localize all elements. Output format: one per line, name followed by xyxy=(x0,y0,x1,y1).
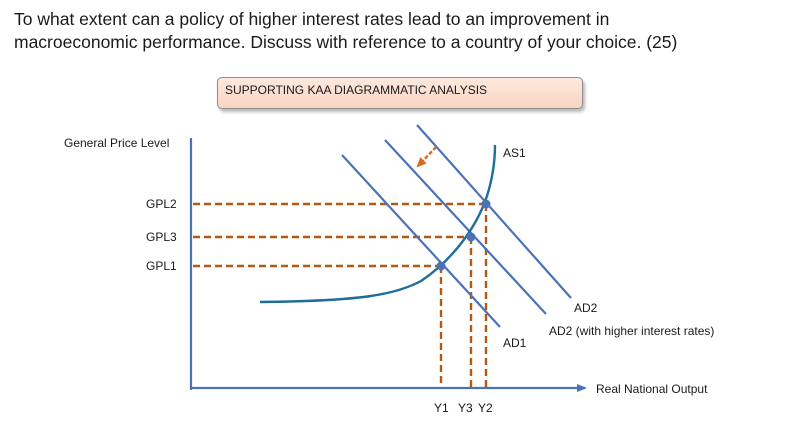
ad1-curve xyxy=(341,154,501,328)
y1-label: Y1 xyxy=(434,401,449,415)
ad1-label: AD1 xyxy=(503,336,527,350)
ad2-label: AD2 xyxy=(574,301,598,315)
gpl3-label: GPL3 xyxy=(146,230,177,244)
y3-label: Y3 xyxy=(458,401,473,415)
x-axis-label: Real National Output xyxy=(596,382,708,396)
ad-higher-rates-curve xyxy=(384,139,547,315)
question-line-1: To what extent can a policy of higher in… xyxy=(14,9,610,29)
gpl1-label: GPL1 xyxy=(146,259,177,273)
equilibrium-point-gpl1 xyxy=(436,261,446,271)
as1-curve xyxy=(259,144,497,304)
as1-label: AS1 xyxy=(503,146,526,160)
question-line-2: macroeconomic performance. Discuss with … xyxy=(14,32,678,52)
equilibrium-point-gpl2 xyxy=(481,199,491,209)
analysis-label-box: SUPPORTING KAA DIAGRAMMATIC ANALYSIS xyxy=(217,77,583,109)
guide-lines xyxy=(193,202,488,388)
equilibrium-point-gpl3 xyxy=(466,232,476,242)
question-text: To what extent can a policy of higher in… xyxy=(14,8,784,54)
y-axis-label: General Price Level xyxy=(64,136,169,150)
ad-higher-rates-label: AD2 (with higher interest rates) xyxy=(549,324,714,338)
gpl2-label: GPL2 xyxy=(146,197,177,211)
ad-shift-arrow xyxy=(416,146,437,168)
ad2-curve xyxy=(416,124,572,299)
y2-label: Y2 xyxy=(478,401,493,415)
